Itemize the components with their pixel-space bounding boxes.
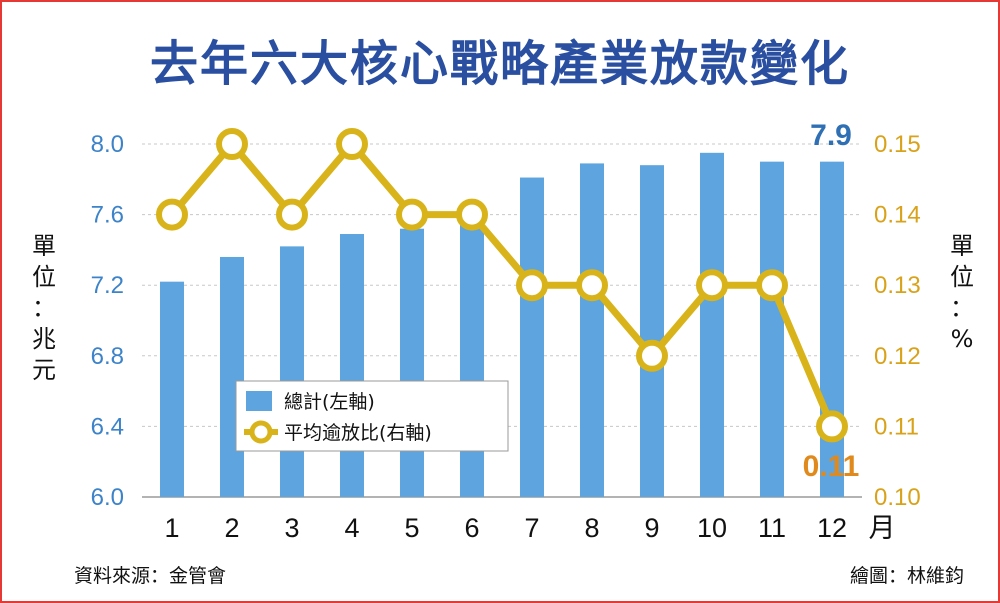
unit-char: 兆 [32, 325, 56, 353]
legend-bar-label: 總計(左軸) [284, 391, 375, 413]
right-axis-unit: 單位 ：% [950, 232, 974, 353]
right-tick-label: 0.11 [874, 413, 919, 440]
line-point [456, 198, 488, 231]
bar [220, 256, 244, 497]
bar [640, 165, 664, 497]
x-tick-label: 8 [584, 513, 599, 543]
x-tick-label: 2 [224, 513, 239, 543]
x-tick-label: 6 [464, 513, 479, 543]
bar [280, 246, 304, 497]
bar [160, 281, 184, 497]
right-tick-label: 0.13 [874, 272, 921, 299]
x-tick-label: 5 [404, 513, 419, 543]
right-tick-label: 0.10 [874, 484, 921, 511]
right-tick-label: 0.12 [874, 343, 921, 370]
line-point [756, 269, 788, 302]
left-tick-label: 7.6 [91, 202, 124, 229]
unit-char: 位 [950, 263, 974, 291]
line-point [336, 128, 368, 160]
bar [460, 214, 484, 497]
chart-title: 去年六大核心戰略產業放款變化 [149, 36, 850, 92]
right-tick-label: 0.14 [874, 202, 921, 229]
line-point [216, 128, 248, 160]
bar [520, 177, 544, 497]
credit-text: 繪圖：林維鈞 [850, 565, 964, 587]
line-point [396, 198, 428, 231]
line-point [156, 198, 188, 231]
bar-series [160, 152, 844, 498]
left-tick-label: 6.0 [91, 484, 124, 511]
unit-char: ： [950, 294, 974, 322]
source-text: 資料來源：金管會 [74, 565, 226, 587]
legend-line-label: 平均逾放比(右軸) [284, 422, 432, 444]
x-tick-label: 7 [524, 513, 539, 543]
bar [820, 161, 844, 497]
left-tick-label: 6.4 [91, 413, 124, 440]
x-tick-label: 1 [164, 513, 179, 543]
unit-char: 位 [32, 263, 56, 291]
unit-char: 單 [950, 232, 974, 260]
unit-char: ： [32, 294, 56, 322]
left-axis-unit: 單位 ： 兆元 [32, 232, 56, 384]
unit-char: 單 [32, 232, 56, 260]
bar [700, 152, 724, 497]
x-tick-label: 9 [644, 513, 659, 543]
x-axis-unit: 月 [869, 513, 896, 543]
left-tick-label: 8.0 [91, 131, 124, 158]
unit-char: % [951, 325, 974, 353]
x-tick-label: 4 [344, 513, 359, 543]
line-point [696, 269, 728, 302]
bar [760, 161, 784, 497]
bar [340, 234, 364, 497]
bar [400, 228, 424, 497]
line-point [636, 339, 668, 372]
line-point [816, 410, 848, 443]
legend-bar-swatch [246, 391, 272, 411]
bar [580, 163, 604, 498]
left-tick-label: 6.8 [91, 343, 124, 370]
x-tick-label: 11 [758, 513, 786, 543]
x-tick-label: 12 [817, 513, 847, 543]
line-point [576, 269, 608, 302]
bar-last-annotation: 7.9 [810, 119, 852, 152]
line-point [516, 269, 548, 302]
line-last-annotation: 0.11 [803, 450, 860, 483]
left-tick-label: 7.2 [91, 272, 124, 299]
unit-char: 元 [32, 356, 56, 384]
right-tick-label: 0.15 [874, 131, 921, 158]
legend: 總計(左軸) 平均逾放比(右軸) [235, 380, 509, 452]
x-tick-label: 3 [284, 513, 299, 543]
axis-ticks: 6.0 6.4 6.8 7.2 7.6 8.0 0.10 0.11 0.12 0.13 0.14 0.… [91, 131, 921, 543]
x-tick-label: 10 [697, 513, 727, 543]
line-series [156, 128, 848, 443]
legend-line-marker [249, 420, 273, 444]
legend-box [235, 380, 509, 452]
line-point [276, 198, 308, 231]
